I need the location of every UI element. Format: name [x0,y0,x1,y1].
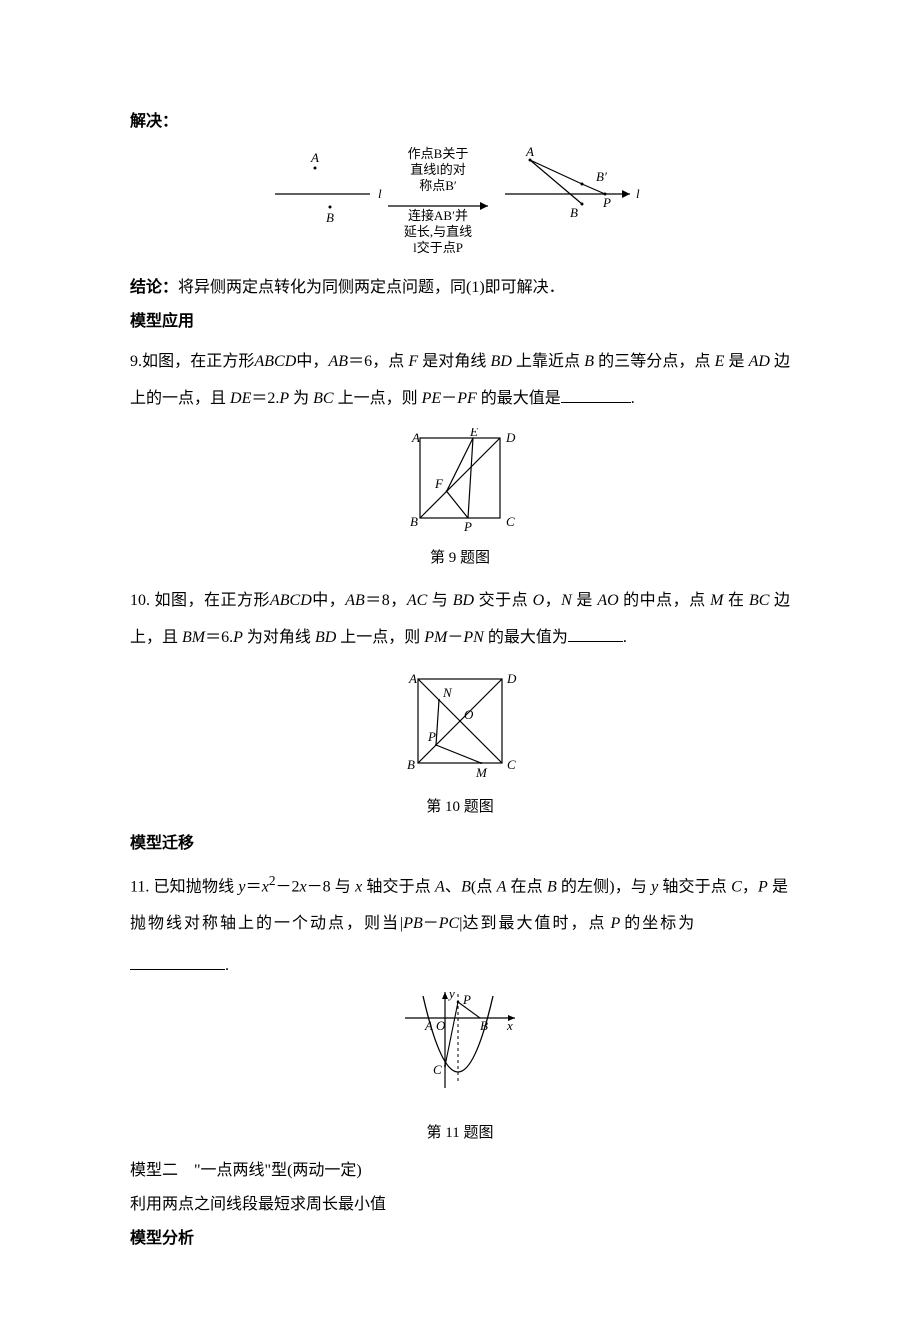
svg-text:x: x [506,1018,513,1033]
svg-text:直线l的对: 直线l的对 [410,162,466,177]
conclusion: 结论：将异侧两定点转化为同侧两定点问题，同(1)即可解决． [130,276,790,300]
svg-text:O: O [436,1018,446,1033]
q11-text: 11. 已知抛物线 y＝x2－2x－8 与 x 轴交于点 A、B(点 A 在点 … [130,866,790,943]
caption-10: 第 10 题图 [130,796,790,819]
q10-blank [568,625,623,642]
fig10-svg: A D B C N O P M [390,667,530,782]
fig9-svg: A D B C E F P [395,428,525,533]
svg-text:O: O [464,707,474,722]
svg-text:A: A [424,1018,433,1033]
model2-line3: 模型分析 [130,1227,790,1251]
section-migration: 模型迁移 [130,832,790,856]
q11-blank-line: . [130,953,790,978]
svg-text:B: B [570,205,578,220]
svg-text:N: N [442,685,453,700]
svg-text:P: P [463,519,472,533]
svg-text:D: D [505,430,516,445]
figure-10: A D B C N O P M [130,667,790,790]
svg-text:A: A [525,144,534,159]
svg-text:B: B [326,210,334,225]
svg-text:B: B [407,757,415,772]
svg-text:C: C [506,514,515,529]
svg-text:P: P [462,992,471,1007]
svg-text:C: C [433,1062,442,1077]
model2-line2: 利用两点之间线段最短求周长最小值 [130,1193,790,1217]
svg-text:l: l [636,186,640,201]
figure-solve: A l B 作点B关于 直线l的对 称点B′ 连接AB′并 延长,与直线 l交于… [130,144,790,270]
svg-text:A: A [411,430,420,445]
svg-text:A: A [408,671,417,686]
svg-text:B′: B′ [596,169,607,184]
q11-blank [130,953,225,970]
svg-text:作点B关于: 作点B关于 [408,146,469,161]
figure-11: A O B C P x y [130,988,790,1116]
svg-text:连接AB′并: 连接AB′并 [408,208,468,223]
svg-text:F: F [434,476,444,491]
svg-text:E: E [469,428,478,439]
svg-text:A: A [310,150,319,165]
section-solve: 解决： [130,110,790,134]
q9-text: 9.如图，在正方形ABCD中，AB＝6，点 F 是对角线 BD 上靠近点 B 的… [130,344,790,418]
caption-11: 第 11 题图 [130,1122,790,1145]
conclusion-label: 结论： [130,279,178,296]
svg-text:B: B [410,514,418,529]
svg-text:P: P [602,195,611,210]
svg-text:B: B [480,1018,488,1033]
svg-text:称点B′: 称点B′ [419,178,457,193]
svg-text:l: l [378,186,382,201]
svg-text:P: P [427,729,436,744]
q9-blank [561,386,631,403]
svg-text:延长,与直线: 延长,与直线 [404,224,472,239]
svg-text:y: y [447,988,455,1001]
svg-text:l交于点P: l交于点P [413,240,463,255]
caption-9: 第 9 题图 [130,547,790,570]
conclusion-text: 将异侧两定点转化为同侧两定点问题，同(1)即可解决． [178,279,565,296]
solve-label: 解决： [130,113,178,130]
svg-text:M: M [475,765,488,780]
svg-text:D: D [506,671,517,686]
figure-9: A D B C E F P [130,428,790,541]
model2-line1: 模型二 "一点两线"型(两动一定) [130,1159,790,1183]
section-application: 模型应用 [130,310,790,334]
svg-text:C: C [507,757,516,772]
q10-text: 10. 如图，在正方形ABCD中，AB＝8，AC 与 BD 交于点 O，N 是 … [130,583,790,657]
fig-solve-svg: A l B 作点B关于 直线l的对 称点B′ 连接AB′并 延长,与直线 l交于… [270,144,650,262]
page: 解决： A l B 作点B关于 直线l的对 称点B′ 连接AB′并 延长,与直线 [0,0,920,1321]
fig11-svg: A O B C P x y [390,988,530,1108]
